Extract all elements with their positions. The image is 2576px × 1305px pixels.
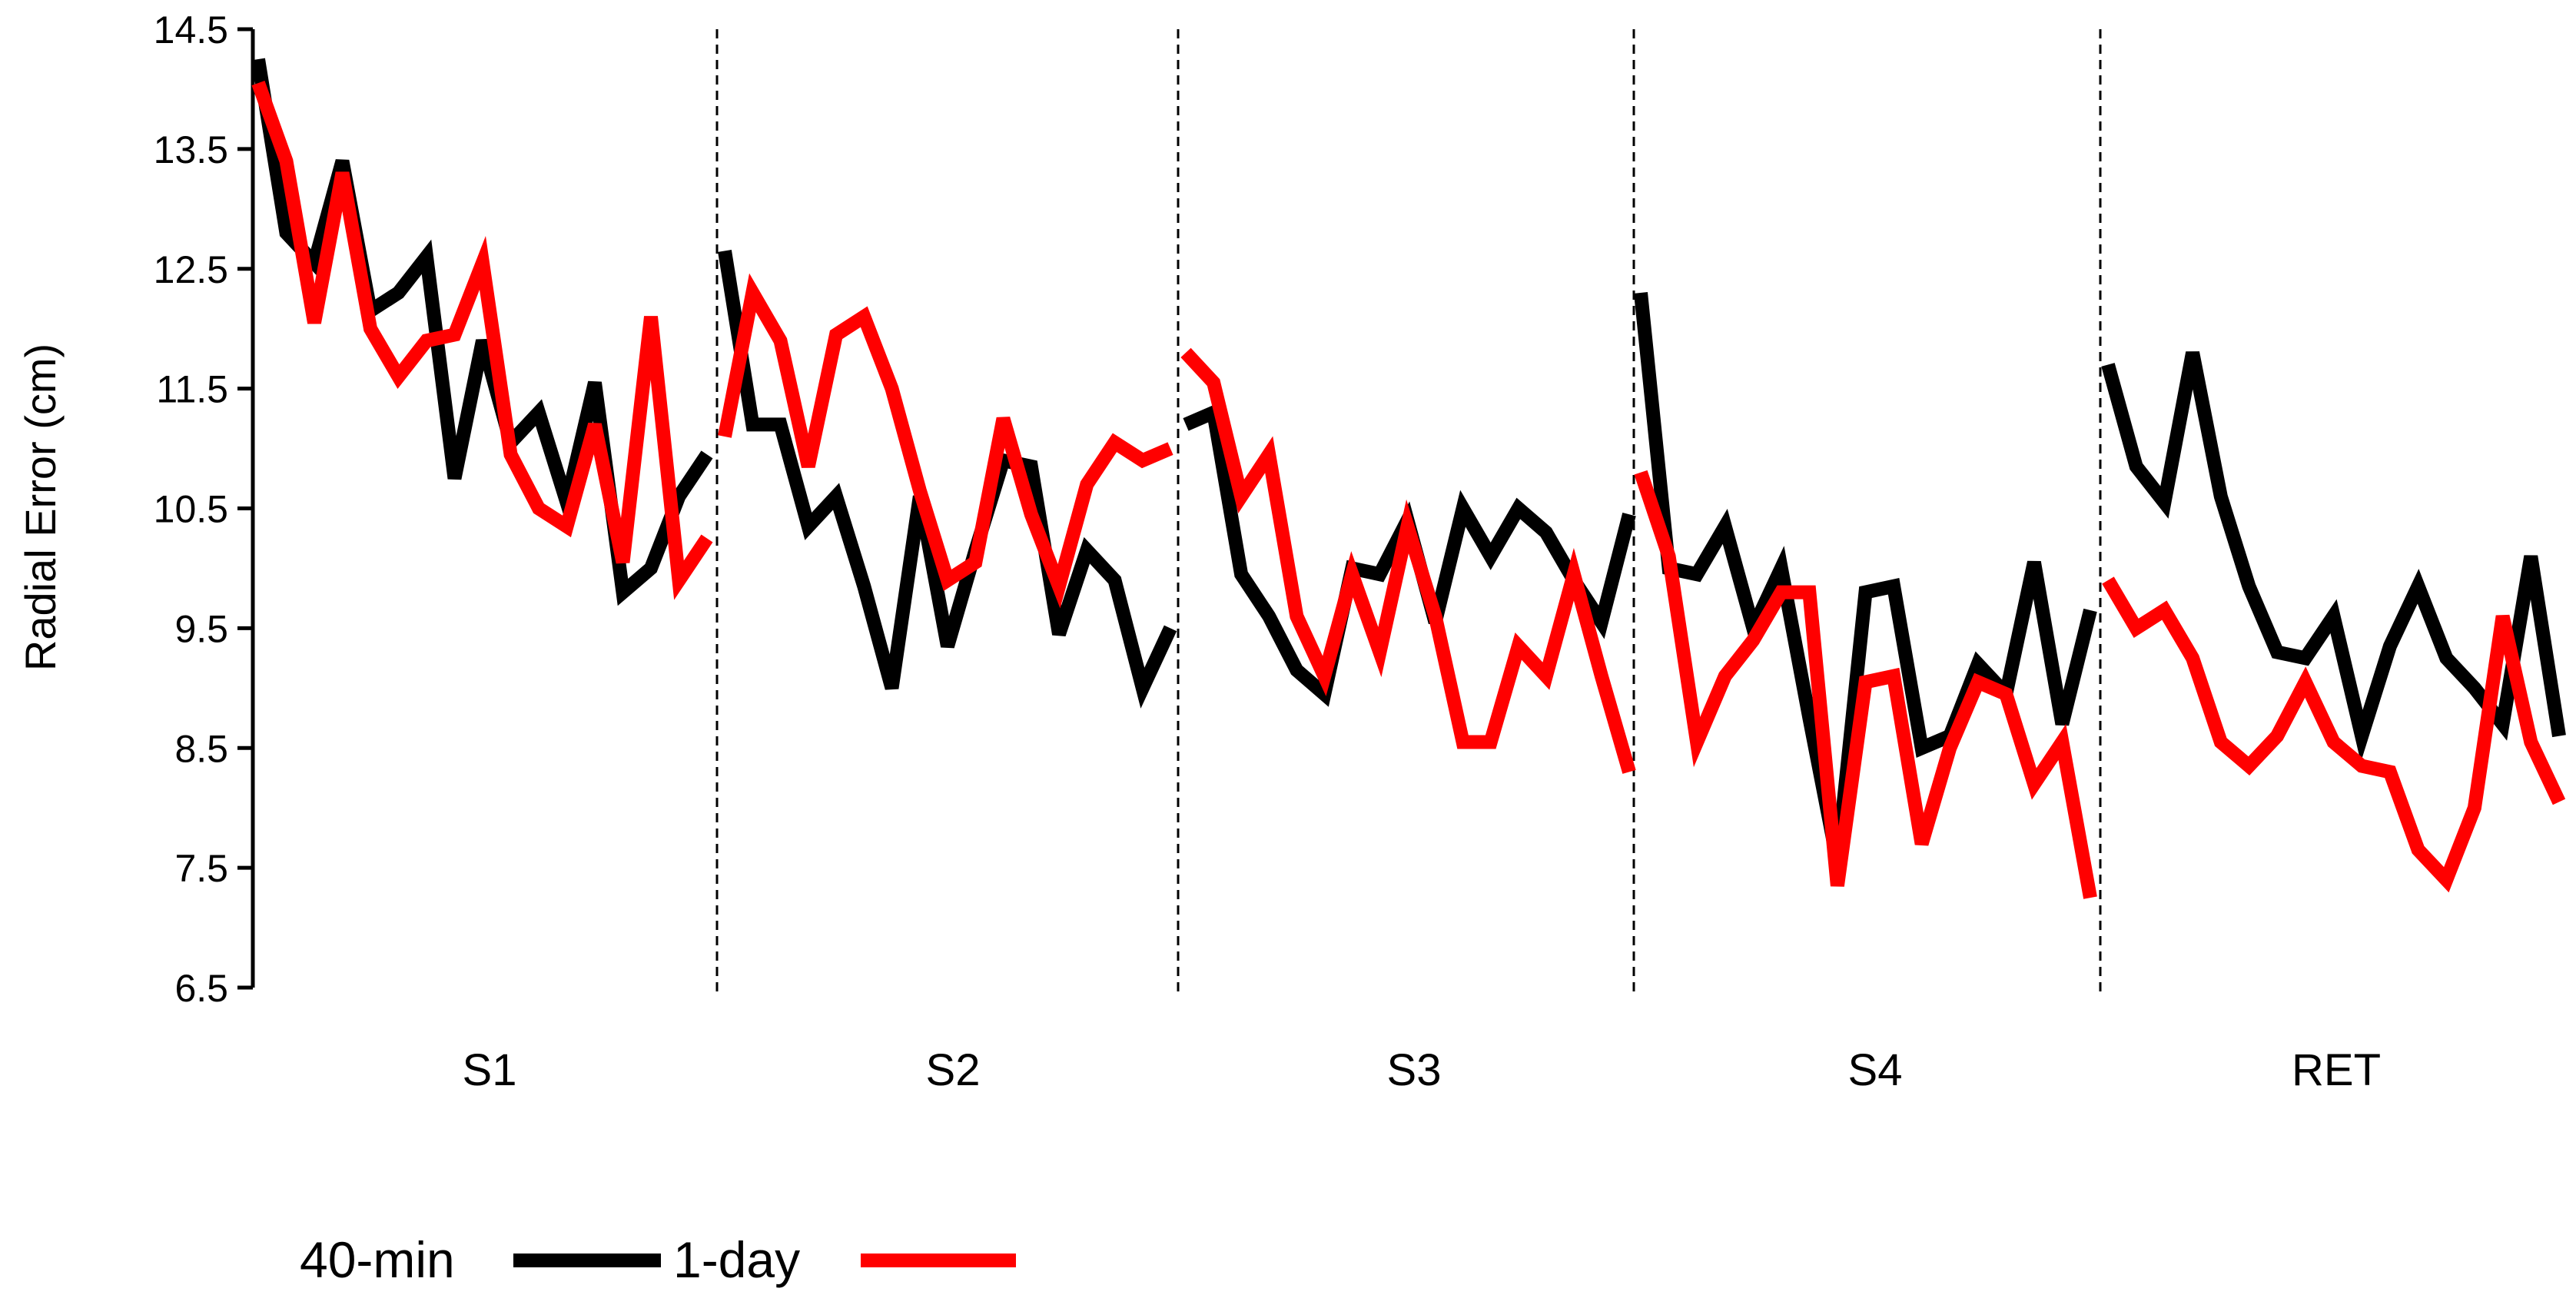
legend: 40-min 1-day	[300, 1231, 1016, 1288]
y-tick-label: 8.5	[174, 727, 228, 770]
y-tick-label: 10.5	[154, 488, 228, 531]
y-tick-label: 11.5	[156, 368, 228, 411]
series-line	[1634, 291, 2097, 864]
y-tick-label: 14.5	[154, 8, 228, 51]
session-label-layer: S1 S2 S3 S4 RET	[463, 1045, 2381, 1095]
y-tick-label: 7.5	[174, 847, 228, 890]
session-label: RET	[2292, 1045, 2381, 1095]
session-label: S4	[1848, 1045, 1903, 1095]
series-line	[718, 249, 1177, 709]
series-line	[718, 273, 1173, 609]
y-tick-label: 12.5	[154, 248, 228, 291]
session-separator-layer	[715, 29, 2102, 991]
y-tick-layer: 14.5 13.5 12.5 11.5 10.5 9.5 8.5 7.5 6.5	[154, 8, 253, 1010]
legend-label: 1-day	[673, 1231, 800, 1288]
y-tick-label: 6.5	[174, 967, 228, 1010]
session-label: S3	[1387, 1045, 1442, 1095]
session-label: S1	[463, 1045, 517, 1095]
y-axis-label: Radial Error (cm)	[16, 344, 65, 671]
series-layer	[251, 58, 2566, 899]
series-line	[1180, 347, 1636, 774]
session-label: S2	[926, 1045, 981, 1095]
y-tick-label: 9.5	[174, 607, 228, 650]
y-tick-label: 13.5	[154, 128, 228, 171]
series-line	[2102, 576, 2566, 893]
series-line	[251, 81, 713, 600]
series-line	[1634, 470, 2097, 899]
series-line	[251, 58, 713, 606]
legend-label: 40-min	[300, 1231, 455, 1288]
